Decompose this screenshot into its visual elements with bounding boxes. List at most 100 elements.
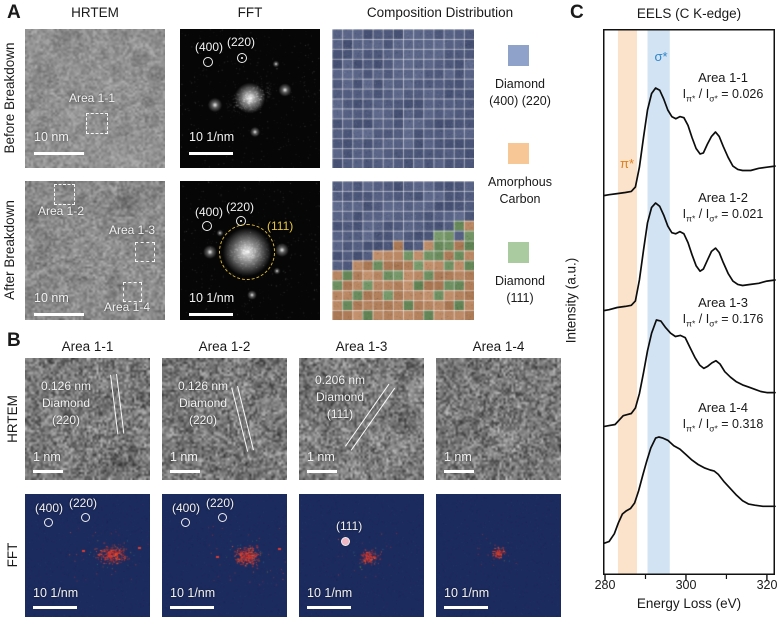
scale-bar-label: 10 nm [34,130,69,144]
scale-bar [444,606,488,609]
annotation-label: (400) [172,501,201,515]
eels-spectrum-curve-1 [603,87,776,197]
spectrum-ratio-label: Iπ* / Iσ* = 0.021 [682,207,764,224]
annotation-label: (400) [195,40,224,54]
b-hrtem-4-image [436,358,561,480]
spectrum-area-label: Area 1-4 [698,400,748,415]
row-label-after-breakdown: After Breakdown [2,200,17,300]
col-header-fft: FFT [237,5,263,20]
scale-bar-label: 10 1/nm [170,586,216,600]
circle-marker-dot [241,57,243,59]
panel-a-label: A [7,2,21,23]
eels-title: EELS (C K-edge) [636,6,742,21]
scale-bar-label: 10 1/nm [189,291,235,305]
spectrum-area-label: Area 1-1 [698,70,748,85]
scale-bar-label: 1 nm [444,450,472,464]
b-fft-2: (400) (220) 10 1/nm [162,494,287,617]
row-label-b-fft: FFT [5,542,20,568]
col-header-composition: Composition Distribution [366,5,514,20]
legend-swatch-diamond-400-220 [508,45,529,66]
panel-c-label: C [570,2,584,23]
circle-marker [203,57,213,67]
scale-bar [34,313,84,316]
pi-star-label: π* [619,156,635,171]
circle-marker-dot [240,220,242,222]
x-tick-300: 300 [675,578,697,592]
circle-marker [180,517,190,527]
a-comp-before [332,29,474,168]
ring-marker-111 [219,224,275,280]
annotation-label: Area 1-4 [104,300,151,314]
area-marker-box [123,282,142,302]
annotation-text-lines: 0.206 nm Diamond (111) [314,373,366,421]
legend-swatch-amorphous-carbon [508,143,529,164]
a-comp-after-image [332,181,474,320]
b-hrtem-1: 0.126 nm Diamond (220) 1 nm [25,358,150,480]
scale-bar [444,470,474,473]
spectrum-ratio-label: Iπ* / Iσ* = 0.026 [682,87,764,104]
annotation-label: Area 1-3 [109,223,156,237]
scale-bar [307,470,337,473]
a-hrtem-before-image [25,29,165,168]
col-header-hrtem: HRTEM [71,5,119,20]
b-hrtem-4: 1 nm [436,358,561,480]
annotation-label: (220) [206,496,235,510]
b-hrtem-2-image [162,358,287,480]
a-comp-before-image [332,29,474,168]
annotation-text-lines: 0.126 nm Diamond (220) [40,379,92,427]
x-tick-280: 280 [594,578,616,592]
scale-bar [170,606,214,609]
scale-bar-label: 1 nm [33,450,61,464]
annotation-label: (400) [195,205,224,219]
scale-bar [189,313,233,316]
circle-marker [80,512,90,522]
b-hrtem-3: 0.206 nm Diamond (111) 1 nm [299,358,424,480]
b-col-header-area-1-4: Area 1-4 [472,339,525,354]
eels-spectrum-curve-3 [603,319,776,428]
annotation-label: (220) [226,200,255,214]
b-col-header-area-1-3: Area 1-3 [335,339,388,354]
b-fft-3: (111) 10 1/nm [299,494,424,617]
circle-marker [43,517,53,527]
scale-bar [33,606,77,609]
scale-bar-label: 1 nm [307,450,335,464]
spectrum-area-label: Area 1-3 [698,295,748,310]
eels-plot [603,29,776,581]
legend-label-diamond-400-220: Diamond (400) (220) [489,77,551,108]
scale-bar [170,470,200,473]
eels-spectrum-curve-2 [603,202,776,312]
a-fft-before: (400) (220) 10 1/nm [180,29,320,168]
scale-bar [34,152,84,155]
b-hrtem-3-image [299,358,424,480]
a-comp-after [332,181,474,320]
annotation-label: Area 1-1 [69,91,116,105]
scale-bar-label: 10 1/nm [307,586,353,600]
band-pi-star [617,30,637,574]
area-marker-box [54,184,75,205]
x-tick-320: 320 [756,578,778,592]
annotation-label: (400) [35,501,64,515]
scale-bar [33,470,63,473]
spectrum-ratio-label: Iπ* / Iσ* = 0.318 [682,417,764,434]
annotation-label: (111) [267,219,294,233]
b-fft-1: (400) (220) 10 1/nm [25,494,150,617]
circle-marker [340,536,350,546]
annotation-text-lines: 0.126 nm Diamond (220) [177,379,229,427]
spectrum-ratio-label: Iπ* / Iσ* = 0.176 [682,312,764,329]
annotation-label: Area 1-2 [38,204,85,218]
scale-bar-label: 10 1/nm [444,586,490,600]
sigma-star-label: σ* [654,49,668,64]
spectrum-area-label: Area 1-2 [698,190,748,205]
scale-bar-label: 10 1/nm [33,586,79,600]
circle-marker [237,53,247,63]
area-marker-box [86,113,108,134]
scale-bar [189,152,233,155]
annotation-label: (220) [227,35,256,49]
annotation-label: (220) [69,496,98,510]
a-hrtem-before: Area 1-1 10 nm [25,29,165,168]
band-sigma-star [647,30,670,574]
annotation-label: (111) [336,519,363,533]
eels-spectrum-curve-4 [603,436,776,545]
x-axis-title: Energy Loss (eV) [636,596,742,611]
legend-label-diamond-111: Diamond (111) [494,274,546,305]
